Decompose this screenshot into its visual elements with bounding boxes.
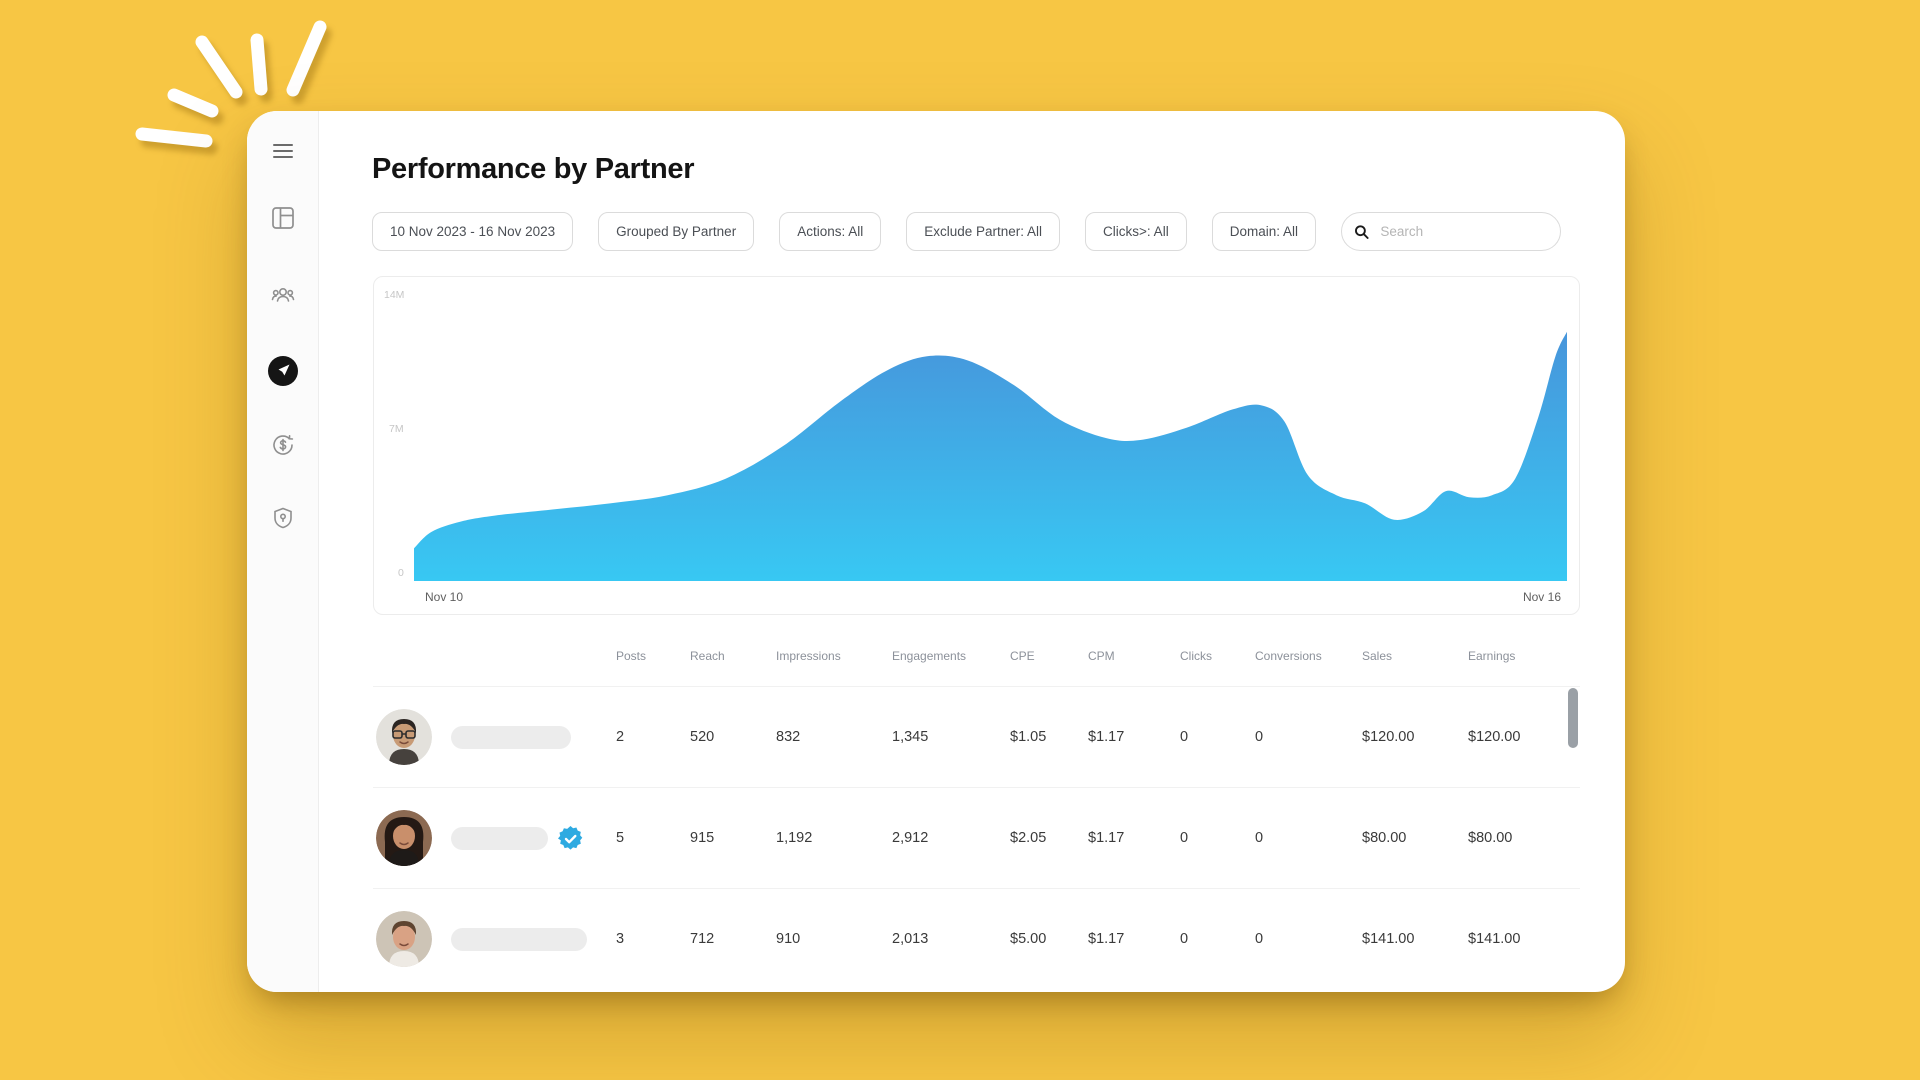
app-window: Performance by Partner 10 Nov 2023 - 16 … (247, 111, 1625, 992)
discovery-compass-icon[interactable] (267, 356, 298, 386)
y-tick-mid: 7M (389, 423, 404, 435)
table-row[interactable]: 2 520 832 1,345 $1.05 $1.17 0 0 $120.00 … (373, 686, 1580, 787)
column-header[interactable]: Clicks (1180, 649, 1212, 663)
verified-badge-icon (558, 825, 583, 850)
column-header[interactable]: CPM (1088, 649, 1115, 663)
sales-value: $141.00 (1362, 931, 1415, 947)
posts-value: 3 (616, 931, 625, 947)
x-tick-end: Nov 16 (1522, 590, 1561, 604)
partners-team-icon[interactable] (271, 282, 295, 306)
engagements-value: 2,013 (892, 931, 929, 947)
column-header[interactable]: Earnings (1468, 649, 1516, 663)
cpe-value: $1.05 (1010, 729, 1047, 745)
column-header[interactable]: Reach (690, 649, 725, 663)
impressions-value: 1,192 (776, 830, 813, 846)
reach-value: 520 (690, 729, 715, 745)
group-by-chip[interactable]: Grouped By Partner (598, 212, 755, 251)
reach-value: 915 (690, 830, 715, 846)
column-header[interactable]: Engagements (892, 649, 967, 663)
search-box (1340, 212, 1561, 251)
partner-avatar (376, 810, 432, 866)
cpe-value: $5.00 (1010, 931, 1047, 947)
earnings-value: $141.00 (1468, 931, 1521, 947)
earnings-value: $80.00 (1468, 830, 1513, 846)
y-tick-zero: 0 (398, 567, 404, 579)
table-scrollbar[interactable] (1568, 688, 1578, 748)
partner-cell (373, 709, 616, 765)
engagements-value: 1,345 (892, 729, 929, 745)
search-input[interactable] (1378, 223, 1548, 240)
security-shield-icon[interactable] (271, 506, 295, 530)
table-rows: 2 520 832 1,345 $1.05 $1.17 0 0 $120.00 … (373, 686, 1580, 989)
engagements-value: 2,912 (892, 830, 929, 846)
conversions-value: 0 (1255, 830, 1264, 846)
area-chart (414, 331, 1567, 581)
actions-filter-chip[interactable]: Actions: All (779, 212, 882, 251)
column-header[interactable]: CPE (1010, 649, 1035, 663)
impressions-value: 910 (776, 931, 801, 947)
column-header[interactable]: Impressions (776, 649, 841, 663)
filter-bar: 10 Nov 2023 - 16 Nov 2023 Grouped By Par… (372, 212, 1561, 251)
menu-icon[interactable] (271, 139, 295, 163)
clicks-value: 0 (1180, 830, 1189, 846)
posts-value: 5 (616, 830, 625, 846)
payments-dollar-icon[interactable] (271, 433, 295, 457)
column-header[interactable]: Sales (1362, 649, 1393, 663)
y-tick-max: 14M (384, 289, 405, 301)
conversions-value: 0 (1255, 931, 1264, 947)
cpm-value: $1.17 (1088, 931, 1125, 947)
impressions-value: 832 (776, 729, 801, 745)
partner-avatar (376, 709, 432, 765)
clicks-filter-chip[interactable]: Clicks>: All (1085, 212, 1187, 251)
column-header[interactable]: Conversions (1255, 649, 1322, 663)
search-icon (1355, 224, 1369, 239)
partner-name-pill (451, 725, 571, 749)
chart-panel: 14M 7M 0 Nov 10 Nov 16 (373, 276, 1580, 615)
table-header: Posts Reach Impressions Engagements CPE … (373, 641, 1580, 671)
dashboard-layout-icon[interactable] (271, 206, 295, 230)
clicks-value: 0 (1180, 729, 1189, 745)
sidebar (247, 111, 319, 992)
posts-value: 2 (616, 729, 625, 745)
partner-cell (373, 810, 616, 866)
page-title: Performance by Partner (372, 153, 695, 185)
table-row[interactable]: 5 915 1,192 2,912 $2.05 $1.17 0 0 $80.00… (373, 787, 1580, 888)
partner-name-pill (451, 927, 587, 951)
column-header[interactable]: Posts (616, 649, 647, 663)
reach-value: 712 (690, 931, 715, 947)
table-row[interactable]: 3 712 910 2,013 $5.00 $1.17 0 0 $141.00 … (373, 888, 1580, 989)
partner-cell (373, 911, 616, 967)
clicks-value: 0 (1180, 931, 1189, 947)
exclude-partner-chip[interactable]: Exclude Partner: All (906, 212, 1061, 251)
cpm-value: $1.17 (1088, 830, 1125, 846)
cpm-value: $1.17 (1088, 729, 1125, 745)
x-tick-start: Nov 10 (425, 590, 464, 604)
sales-value: $120.00 (1362, 729, 1415, 745)
conversions-value: 0 (1255, 729, 1264, 745)
domain-filter-chip[interactable]: Domain: All (1211, 212, 1316, 251)
date-range-chip[interactable]: 10 Nov 2023 - 16 Nov 2023 (372, 212, 574, 251)
cpe-value: $2.05 (1010, 830, 1047, 846)
sales-value: $80.00 (1362, 830, 1407, 846)
burst-decoration (135, 20, 327, 148)
earnings-value: $120.00 (1468, 729, 1521, 745)
partner-avatar (376, 911, 432, 967)
partner-name-pill (451, 826, 548, 850)
